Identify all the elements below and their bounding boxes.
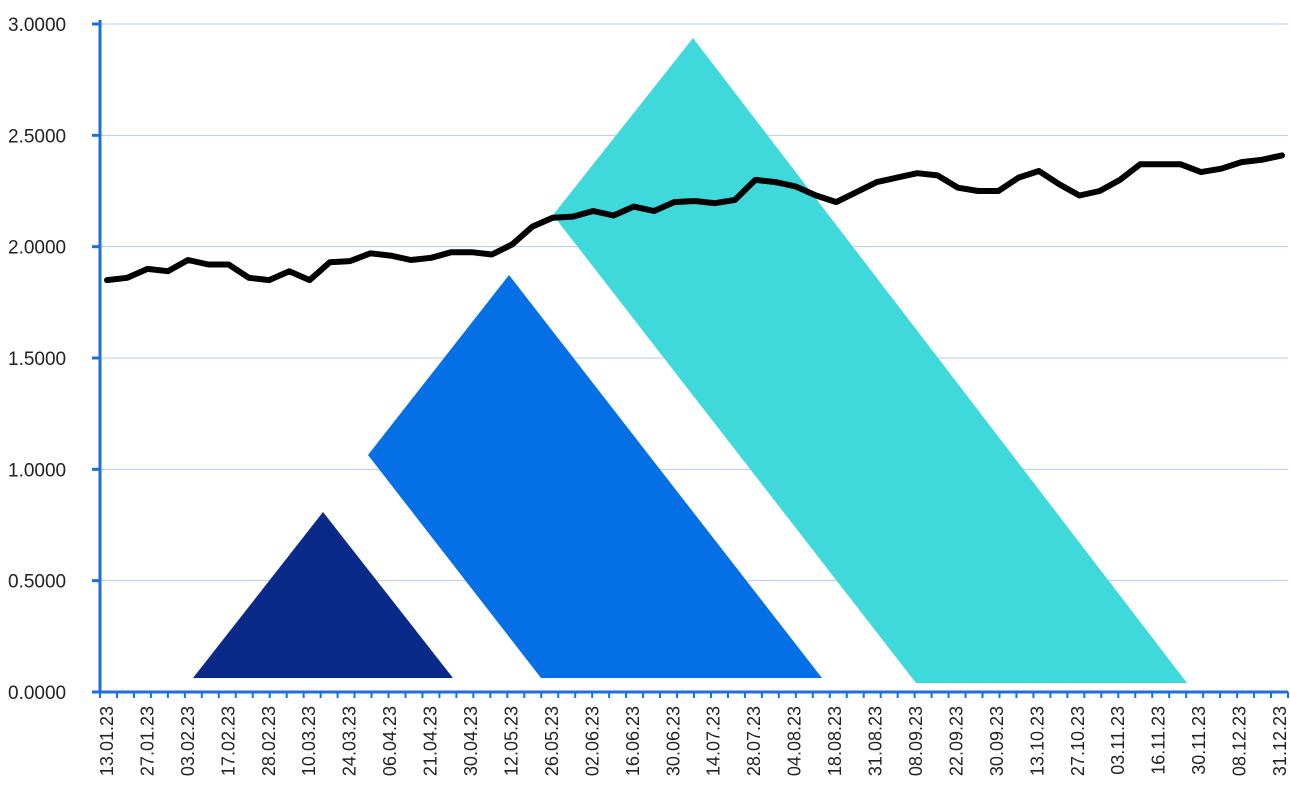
x-tick-label: 12.05.23	[501, 706, 521, 776]
dark-triangle	[193, 512, 453, 678]
x-tick-label: 28.07.23	[744, 706, 764, 776]
x-tick-label: 08.09.23	[906, 706, 926, 776]
y-tick-label: 2.5000	[8, 126, 66, 147]
y-tick-label: 1.0000	[8, 460, 66, 481]
x-tick-label: 04.08.23	[785, 706, 805, 776]
x-tick-label: 10.03.23	[299, 706, 319, 776]
blue-parallelogram	[368, 275, 822, 678]
x-tick-label: 27.10.23	[1068, 706, 1088, 776]
x-tick-label: 06.04.23	[380, 706, 400, 776]
x-tick-label: 17.02.23	[218, 706, 238, 776]
x-axis-tick-labels: 13.01.23 27.01.23 03.02.23 17.02.23 28.02.23…	[97, 706, 1290, 776]
y-axis-tick-labels: 0.0000 0.5000 1.0000 1.5000 2.0000 2.5000 3.00…	[8, 15, 66, 704]
series-group	[104, 152, 1285, 284]
x-tick-label: 16.11.23	[1149, 706, 1169, 775]
x-tick-label: 30.04.23	[461, 706, 481, 776]
x-tick-label: 03.02.23	[178, 706, 198, 776]
x-tick-label: 31.08.23	[866, 706, 886, 776]
x-tick-label: 30.09.23	[987, 706, 1007, 776]
x-tick-label: 28.02.23	[259, 706, 279, 776]
x-tick-label: 30.06.23	[663, 706, 683, 776]
x-tick-label: 08.12.23	[1230, 706, 1250, 776]
x-tick-label: 24.03.23	[340, 706, 360, 776]
cyan-parallelogram	[553, 38, 1187, 683]
y-tick-label: 0.0000	[8, 683, 66, 704]
y-tick-label: 1.5000	[8, 349, 66, 370]
x-tick-label: 02.06.23	[582, 706, 602, 776]
decorative-triangles	[193, 38, 1187, 683]
x-tick-label: 30.11.23	[1189, 706, 1209, 775]
x-tick-label: 22.09.23	[946, 706, 966, 776]
y-tick-label: 0.5000	[8, 572, 66, 593]
axes	[92, 20, 1289, 698]
series-line-0	[104, 152, 1285, 284]
x-tick-label: 16.06.23	[623, 706, 643, 776]
x-tick-label: 31.12.23	[1270, 706, 1290, 776]
x-tick-label: 27.01.23	[137, 706, 157, 776]
x-tick-label: 13.10.23	[1027, 706, 1047, 776]
y-tick-label: 2.0000	[8, 238, 66, 259]
x-tick-label: 26.05.23	[542, 706, 562, 776]
x-tick-label: 21.04.23	[421, 706, 441, 776]
x-tick-label: 14.07.23	[704, 706, 724, 776]
x-tick-label: 13.01.23	[97, 706, 117, 776]
x-tick-label: 18.08.23	[825, 706, 845, 776]
y-tick-label: 3.0000	[8, 15, 66, 36]
x-tick-label: 03.11.23	[1108, 706, 1128, 775]
